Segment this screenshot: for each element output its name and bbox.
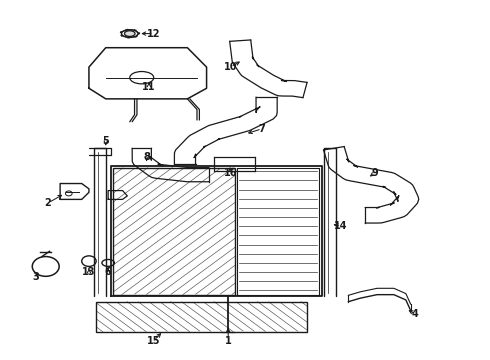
Text: 10: 10	[224, 62, 237, 72]
Bar	[96, 302, 307, 332]
Text: 13: 13	[82, 267, 96, 277]
Text: 5: 5	[102, 136, 109, 146]
Text: 14: 14	[334, 221, 348, 231]
Text: 8: 8	[143, 152, 150, 162]
Text: 15: 15	[147, 336, 161, 346]
Ellipse shape	[124, 31, 135, 36]
Text: 9: 9	[371, 168, 378, 178]
Text: 7: 7	[258, 124, 265, 134]
Text: 2: 2	[45, 198, 51, 208]
Text: 3: 3	[33, 272, 40, 282]
Text: 12: 12	[147, 28, 161, 39]
Text: 1: 1	[225, 336, 232, 346]
Bar	[113, 168, 236, 294]
Text: 4: 4	[412, 309, 419, 319]
Text: 6: 6	[105, 267, 112, 277]
Text: 16: 16	[224, 168, 237, 178]
Text: 11: 11	[142, 81, 156, 91]
